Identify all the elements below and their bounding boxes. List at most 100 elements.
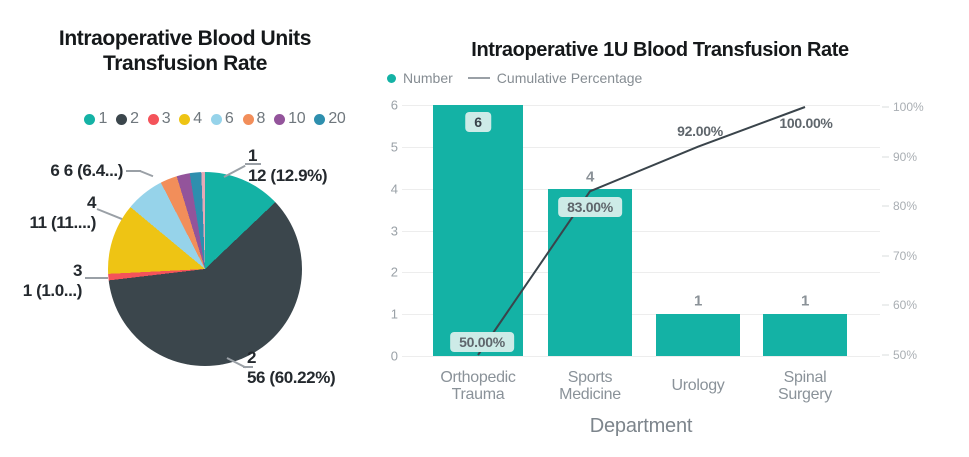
callout-connector-line <box>139 170 154 178</box>
pie-legend: 1 2 3 4 6 8 10 20 <box>40 108 390 130</box>
legend-cumulative-label[interactable]: Cumulative Percentage <box>496 70 643 86</box>
legend-dot-icon <box>147 113 159 125</box>
legend-dot-icon <box>116 113 128 125</box>
legend-item-label: 1 <box>98 110 108 127</box>
legend-dot-icon <box>314 113 326 125</box>
legend-item-label: 3 <box>161 110 171 127</box>
pie-callout-3-category: 3 <box>72 261 82 280</box>
legend-item-label: 2 <box>130 110 139 127</box>
left-axis-tick-label: 0 <box>390 348 398 364</box>
x-axis-category-label: Orthopedic Trauma <box>440 369 516 404</box>
left-axis-tick-label: 5 <box>390 139 398 155</box>
legend-dot-icon <box>242 113 254 125</box>
pie-legend-item-3[interactable]: 3 <box>147 110 171 128</box>
legend-dot-icon <box>210 113 222 125</box>
right-axis-tick-label: 50% <box>893 348 918 362</box>
cumulative-percentage-line <box>477 106 806 356</box>
bar-value-label: 1 <box>800 292 810 310</box>
pie-title-line1: Intraoperative Blood Units <box>58 27 312 51</box>
right-axis-tick-icon <box>882 304 889 306</box>
pie-callout-3: 3 1 (1.0...) <box>16 261 83 300</box>
cumulative-value-label: 92.00% <box>677 123 723 139</box>
right-axis-tick-label: 80% <box>893 199 918 214</box>
pie-callout-2: 2 56 (60.22%) <box>247 348 336 387</box>
callout-connector-line <box>126 170 141 172</box>
left-axis-tick-label: 3 <box>390 223 398 238</box>
pie-legend-item-1[interactable]: 1 <box>84 110 107 128</box>
pie-callout-4-category: 4 <box>86 193 96 212</box>
pie-legend-item-20[interactable]: 20 <box>314 110 346 128</box>
pie-callout-2-category: 2 <box>247 348 257 367</box>
gridline <box>402 146 880 148</box>
pie-legend-item-6[interactable]: 6 <box>210 110 234 128</box>
right-axis-tick-icon <box>882 354 889 356</box>
right-axis-tick-label: 100% <box>893 100 924 114</box>
gridline <box>402 105 880 106</box>
pie-callout-2-value: 56 (60.22%) <box>247 367 336 387</box>
right-axis-tick-icon <box>882 156 889 158</box>
pareto-plot-area: Department 0 1 2 3 4 5 6 50% 60% 70% 80% 90% 100% 6 4 1… <box>391 97 924 438</box>
pie-callout-3-value: 1 (1.0...) <box>22 280 83 300</box>
left-axis-tick-label: 2 <box>390 264 398 280</box>
x-axis-category-label: Urology <box>671 377 725 394</box>
right-axis-tick-label: 70% <box>893 248 918 263</box>
x-axis-category-label: Spinal Surgery <box>778 369 832 404</box>
legend-dot-icon <box>274 113 286 125</box>
bar-value-label: 1 <box>693 292 703 310</box>
callout-connector-line <box>96 208 123 221</box>
pie-legend-item-8[interactable]: 8 <box>242 110 266 128</box>
gridline <box>402 230 880 232</box>
gridline <box>402 314 880 316</box>
cumulative-value-label: 83.00% <box>558 197 622 217</box>
pie-legend-item-4[interactable]: 4 <box>179 110 202 128</box>
pie-legend-item-10[interactable]: 10 <box>274 110 306 128</box>
right-axis-tick-icon <box>882 205 889 207</box>
pie-callout-4: 4 11 (11....) <box>16 193 97 232</box>
right-axis-tick-icon <box>882 106 889 108</box>
pie-callout-6-category: 6 6 (6.4...) <box>50 161 123 180</box>
bar-urology[interactable] <box>656 314 740 356</box>
pie-title-line2: Transfusion Rate <box>103 51 267 75</box>
left-axis-tick-label: 1 <box>390 306 398 322</box>
legend-item-label: 6 <box>224 110 234 127</box>
bar-orthopedic-trauma[interactable] <box>433 105 523 356</box>
x-axis-title: Department <box>589 415 693 437</box>
legend-item-label: 4 <box>193 110 202 127</box>
pie-callout-1: 1 12 (12.9%) <box>248 146 328 185</box>
callout-connector-line <box>243 366 253 368</box>
bar-value-label: 6 <box>465 112 491 132</box>
pie-chart[interactable] <box>108 172 302 366</box>
pie-callout-6: 6 6 (6.4...) <box>18 161 123 181</box>
callout-connector-line <box>85 277 108 279</box>
legend-item-label: 20 <box>328 110 346 127</box>
pie-title: Intraoperative Blood Units Transfusion R… <box>10 27 360 75</box>
x-axis-category-label: Sports Medicine <box>559 369 621 404</box>
pareto-legend: Number Cumulative Percentage <box>387 70 642 86</box>
pie-callout-4-value: 11 (11....) <box>29 212 97 232</box>
legend-number-label[interactable]: Number <box>403 70 453 86</box>
number-legend-dot-icon <box>387 73 396 83</box>
pareto-title: Intraoperative 1U Blood Transfusion Rate <box>471 38 849 61</box>
pie-legend-item-2[interactable]: 2 <box>116 110 139 128</box>
gridline <box>402 188 880 190</box>
legend-dot-icon <box>179 113 191 125</box>
cumulative-value-label: 50.00% <box>450 332 514 352</box>
pie-callout-1-value: 12 (12.9%) <box>248 165 328 185</box>
left-axis-tick-label: 6 <box>390 97 398 113</box>
gridline <box>402 356 880 357</box>
left-axis-tick-label: 4 <box>390 181 398 197</box>
legend-dot-icon <box>84 113 96 125</box>
legend-item-label: 10 <box>288 110 306 127</box>
cumulative-value-label: 100.00% <box>779 115 833 131</box>
cumulative-legend-line-icon <box>467 77 490 79</box>
pie-callout-1-category: 1 <box>248 146 258 165</box>
legend-item-label: 8 <box>256 110 266 127</box>
right-axis-tick-icon <box>882 255 889 257</box>
bar-value-label: 4 <box>585 168 595 186</box>
right-axis-tick-label: 60% <box>893 298 918 313</box>
callout-connector-line <box>245 163 261 165</box>
bar-spinal-surgery[interactable] <box>763 314 847 356</box>
right-axis-tick-label: 90% <box>893 149 918 164</box>
gridline <box>402 272 880 274</box>
